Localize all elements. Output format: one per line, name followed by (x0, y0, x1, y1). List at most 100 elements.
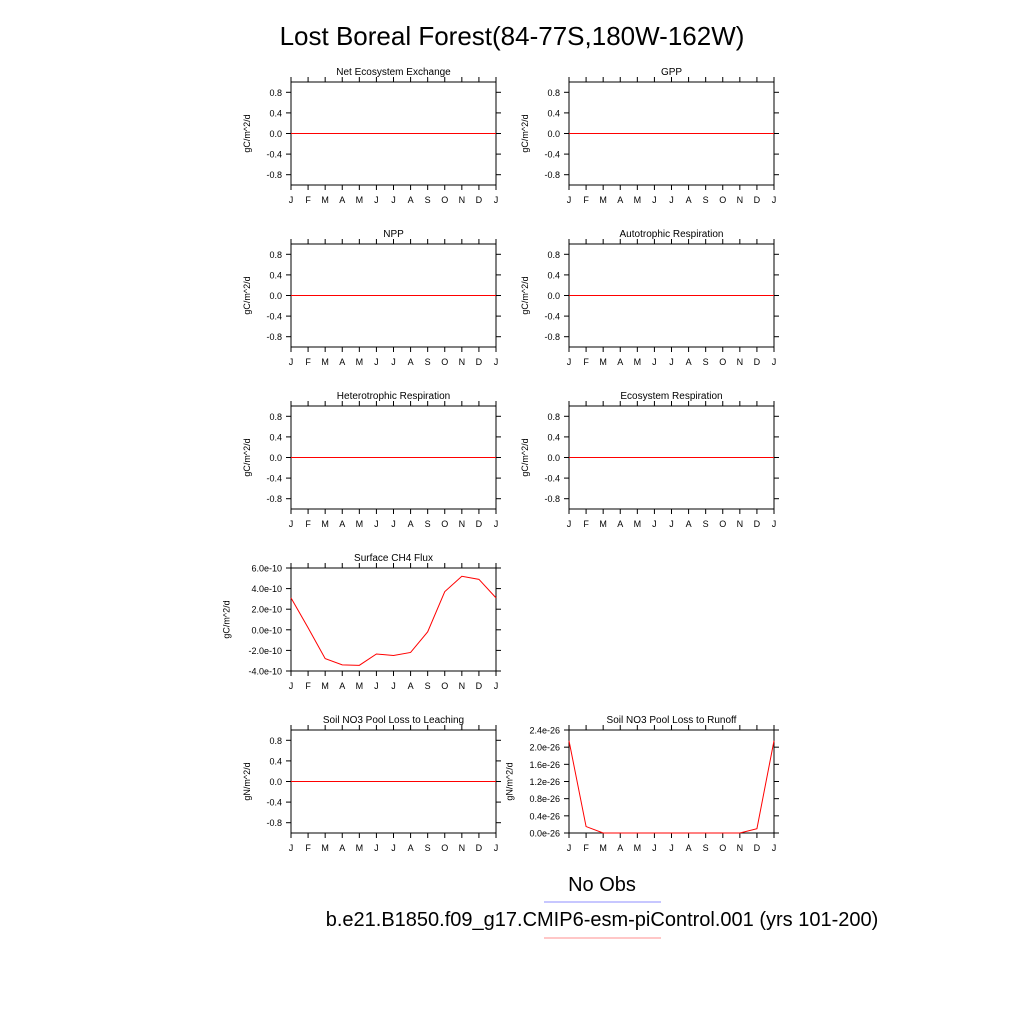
x-tick-label: J (374, 519, 379, 529)
x-tick-label: M (356, 519, 364, 529)
x-tick-label: M (321, 681, 329, 691)
x-tick-label: J (391, 195, 396, 205)
y-tick-label: 0.0 (269, 291, 282, 301)
x-tick-label: M (634, 357, 642, 367)
x-tick-label: J (567, 843, 572, 853)
x-tick-label: J (772, 843, 777, 853)
panel-title: Ecosystem Respiration (620, 391, 722, 402)
x-tick-label: J (289, 681, 294, 691)
x-tick-label: O (441, 195, 448, 205)
y-tick-label: 0.4 (269, 432, 282, 442)
panel-title: NPP (383, 229, 404, 240)
y-tick-label: 1.6e-26 (529, 760, 560, 770)
x-tick-label: F (583, 357, 589, 367)
y-tick-label: 0.8 (269, 88, 282, 98)
x-tick-label: J (289, 195, 294, 205)
x-tick-label: M (599, 843, 607, 853)
x-tick-label: A (408, 519, 414, 529)
y-axis-label: gC/m^2/d (520, 114, 530, 152)
y-tick-label: 0.8e-26 (529, 794, 560, 804)
x-tick-label: N (459, 357, 466, 367)
x-tick-label: A (617, 195, 623, 205)
x-tick-label: M (356, 195, 364, 205)
series-line (290, 575, 497, 666)
x-tick-label: A (617, 843, 623, 853)
x-tick-label: F (305, 843, 311, 853)
x-tick-label: A (686, 357, 692, 367)
x-tick-label: A (408, 357, 414, 367)
panel-title: Soil NO3 Pool Loss to Leaching (323, 715, 464, 726)
x-tick-label: O (441, 519, 448, 529)
panel-title: Net Ecosystem Exchange (336, 67, 451, 78)
main-title: Lost Boreal Forest(84-77S,180W-162W) (280, 21, 745, 51)
y-tick-label: 0.4 (547, 270, 560, 280)
x-tick-label: N (459, 843, 466, 853)
x-tick-label: F (305, 519, 311, 529)
y-tick-label: 4.0e-10 (251, 584, 282, 594)
x-tick-label: J (494, 195, 499, 205)
y-tick-label: -0.4 (266, 798, 282, 808)
y-tick-label: 1.2e-26 (529, 777, 560, 787)
y-axis-label: gC/m^2/d (221, 600, 231, 638)
x-tick-label: A (339, 195, 345, 205)
x-tick-label: M (599, 195, 607, 205)
x-tick-label: F (583, 195, 589, 205)
x-tick-label: M (321, 195, 329, 205)
x-tick-label: O (719, 519, 726, 529)
legend-label-obs: No Obs (568, 874, 636, 896)
x-tick-label: S (703, 357, 709, 367)
panel-title: Heterotrophic Respiration (337, 391, 450, 402)
y-tick-label: 0.4 (547, 432, 560, 442)
x-tick-label: J (391, 843, 396, 853)
legend: No Obs b.e21.B1850.f09_g17.CMIP6-esm-piC… (326, 874, 878, 939)
x-tick-label: J (374, 843, 379, 853)
x-tick-label: N (737, 195, 744, 205)
x-tick-label: A (408, 195, 414, 205)
x-tick-label: N (737, 519, 744, 529)
y-tick-label: 0.8 (547, 250, 560, 260)
y-axis-label: gC/m^2/d (520, 276, 530, 314)
panel-title: GPP (661, 67, 682, 78)
x-tick-label: J (289, 519, 294, 529)
y-tick-label: 0.0 (269, 129, 282, 139)
series-line (568, 740, 775, 834)
y-tick-label: 0.4 (269, 108, 282, 118)
x-tick-label: J (494, 357, 499, 367)
x-tick-label: O (719, 357, 726, 367)
y-tick-label: 0.4 (547, 108, 560, 118)
x-tick-label: J (391, 519, 396, 529)
y-axis-label: gC/m^2/d (242, 438, 252, 476)
x-tick-label: J (652, 195, 657, 205)
y-tick-label: 0.0 (547, 453, 560, 463)
x-tick-label: S (703, 843, 709, 853)
x-tick-label: N (459, 195, 466, 205)
x-tick-label: M (356, 681, 364, 691)
x-tick-label: A (617, 357, 623, 367)
x-tick-label: D (754, 195, 761, 205)
x-tick-label: M (356, 357, 364, 367)
y-tick-label: -0.8 (544, 332, 560, 342)
x-tick-label: M (599, 357, 607, 367)
y-tick-label: -0.4 (544, 474, 560, 484)
y-tick-label: 0.4 (269, 756, 282, 766)
y-tick-label: -0.4 (544, 150, 560, 160)
y-tick-label: 6.0e-10 (251, 564, 282, 574)
x-tick-label: D (476, 681, 483, 691)
x-tick-label: D (476, 843, 483, 853)
y-tick-label: 0.0e-26 (529, 829, 560, 839)
y-tick-label: 2.0e-26 (529, 743, 560, 753)
x-tick-label: J (567, 519, 572, 529)
x-tick-label: S (425, 519, 431, 529)
x-tick-label: J (652, 519, 657, 529)
x-tick-label: D (476, 519, 483, 529)
y-tick-label: -0.8 (266, 170, 282, 180)
x-tick-label: M (321, 357, 329, 367)
x-tick-label: J (289, 843, 294, 853)
x-tick-label: S (703, 519, 709, 529)
